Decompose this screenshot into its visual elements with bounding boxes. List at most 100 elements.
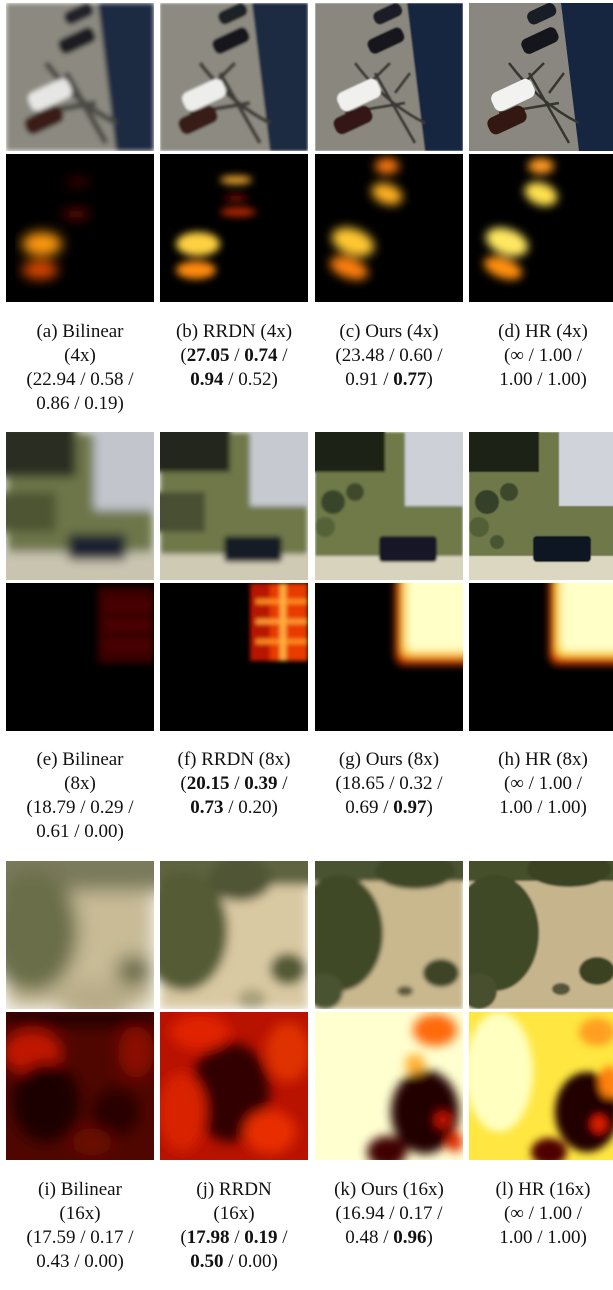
metric-value: 0.69 [345,797,379,818]
aerial-image-ours-8x [315,432,463,580]
metric-value: 17.98 [186,1227,230,1248]
metric-value: 1.00 [499,1227,533,1248]
metric-value: 0.91 [345,369,379,390]
caption-metrics-line: (22.94 / 0.58 / [26,369,134,390]
caption-metrics-line: 1.00 / 1.00) [499,797,587,818]
subfigure-caption: (b) RRDN (4x) (27.05 / 0.74 / 0.94 / 0.52) [158,320,310,392]
aerial-image-hr-4x [469,3,613,151]
metric-value: 0.20 [238,797,272,818]
metric-value: 16.94 [341,1203,385,1224]
heatmap-rrdn-4x [160,154,308,302]
subfigure-caption: (g) Ours (8x) (18.65 / 0.32 / 0.69 / 0.97) [313,748,465,820]
heatmap-bilinear-4x [6,154,154,302]
caption-label: (l) HR (16x) [495,1179,591,1200]
subfigure-caption: (d) HR (4x) (∞ / 1.00 / 1.00 / 1.00) [467,320,613,392]
metric-value: ∞ [510,345,524,366]
metric-value: 23.48 [341,345,385,366]
metric-value: 18.65 [341,773,385,794]
caption-metrics-line: (20.15 / 0.39 / [180,773,288,794]
metric-value: 1.00 [538,1203,572,1224]
metric-value: 0.52 [238,369,272,390]
metric-value: ∞ [510,773,524,794]
metric-value: 0.50 [190,1251,224,1272]
heatmap-ours-4x [315,154,463,302]
subfigure-caption: (e) Bilinear (8x) (18.79 / 0.29 / 0.61 / 0.… [4,748,156,844]
subfigure-caption: (j) RRDN (16x) (17.98 / 0.19 / 0.50 / 0.00) [158,1178,310,1274]
subfigure-caption: (c) Ours (4x) (23.48 / 0.60 / 0.91 / 0.77) [313,320,465,392]
caption-metrics-line: (18.65 / 0.32 / [335,773,443,794]
caption-metrics-line: 1.00 / 1.00) [499,369,587,390]
caption-scale: (16x) [59,1203,101,1224]
aerial-image-hr-16x [469,861,613,1009]
caption-metrics-line: (∞ / 1.00 / [504,1203,582,1224]
aerial-image-hr-8x [469,432,613,580]
caption-metrics-line: (17.59 / 0.17 / [26,1227,134,1248]
metric-value: 1.00 [499,797,533,818]
caption-scale: (4x) [64,345,96,366]
subfigure-caption: (i) Bilinear (16x) (17.59 / 0.17 / 0.43 / 0… [4,1178,156,1274]
metric-value: 0.48 [345,1227,379,1248]
metric-value: 18.79 [32,797,76,818]
caption-metrics-line: 0.43 / 0.00) [36,1251,124,1272]
aerial-image-rrdn-16x [160,861,308,1009]
caption-metrics-line: 0.91 / 0.77) [345,369,433,390]
metric-value: 0.29 [90,797,124,818]
metric-value: 0.94 [190,369,224,390]
caption-label: (j) RRDN [196,1179,272,1200]
caption-metrics-line: 0.73 / 0.20) [190,797,278,818]
metric-value: 0.19 [244,1227,278,1248]
aerial-image-ours-4x [315,3,463,151]
heatmap-bilinear-8x [6,583,154,731]
caption-metrics-line: (17.98 / 0.19 / [180,1227,288,1248]
metric-value: 0.96 [393,1227,427,1248]
caption-label: (h) HR (8x) [498,749,588,770]
metric-value: 0.77 [393,369,427,390]
caption-metrics-line: 0.48 / 0.96) [345,1227,433,1248]
metric-value: 0.43 [36,1251,70,1272]
metric-value: 0.74 [244,345,278,366]
caption-metrics-line: (∞ / 1.00 / [504,345,582,366]
caption-metrics-line: (16.94 / 0.17 / [335,1203,443,1224]
heatmap-ours-16x [315,1012,463,1160]
heatmap-rrdn-16x [160,1012,308,1160]
metric-value: 0.86 [36,393,70,414]
metric-value: 1.00 [547,1227,581,1248]
caption-label: (d) HR (4x) [498,321,588,342]
aerial-image-bilinear-8x [6,432,154,580]
caption-label: (b) RRDN (4x) [175,321,293,342]
metric-value: 0.17 [399,1203,433,1224]
aerial-image-bilinear-4x [6,3,154,151]
metric-value: 0.60 [399,345,433,366]
subfigure-caption: (l) HR (16x) (∞ / 1.00 / 1.00 / 1.00) [467,1178,613,1250]
caption-scale: (16x) [213,1203,255,1224]
metric-value: 27.05 [186,345,230,366]
caption-label: (c) Ours (4x) [339,321,439,342]
aerial-image-rrdn-4x [160,3,308,151]
caption-metrics-line: 0.69 / 0.97) [345,797,433,818]
metric-value: 0.97 [393,797,427,818]
caption-metrics-line: (∞ / 1.00 / [504,773,582,794]
caption-label: (f) RRDN (8x) [177,749,291,770]
metric-value: 1.00 [547,797,581,818]
metric-value: 1.00 [538,773,572,794]
heatmap-hr-16x [469,1012,613,1160]
metric-value: 0.39 [244,773,278,794]
caption-metrics-line: 0.94 / 0.52) [190,369,278,390]
aerial-image-bilinear-16x [6,861,154,1009]
metric-value: ∞ [510,1203,524,1224]
metric-value: 0.61 [36,821,70,842]
metric-value: 0.32 [399,773,433,794]
heatmap-hr-8x [469,583,613,731]
metric-value: 0.73 [190,797,224,818]
subfigure-caption: (f) RRDN (8x) (20.15 / 0.39 / 0.73 / 0.20) [158,748,310,820]
metric-value: 1.00 [499,369,533,390]
metric-value: 1.00 [538,345,572,366]
caption-label: (e) Bilinear [36,749,124,770]
caption-metrics-line: 0.61 / 0.00) [36,821,124,842]
caption-label: (a) Bilinear [36,321,124,342]
caption-scale: (8x) [64,773,96,794]
metric-value: 0.19 [84,393,118,414]
metric-value: 0.00 [84,1251,118,1272]
subfigure-caption: (a) Bilinear (4x) (22.94 / 0.58 / 0.86 / 0.… [4,320,156,416]
heatmap-rrdn-8x [160,583,308,731]
